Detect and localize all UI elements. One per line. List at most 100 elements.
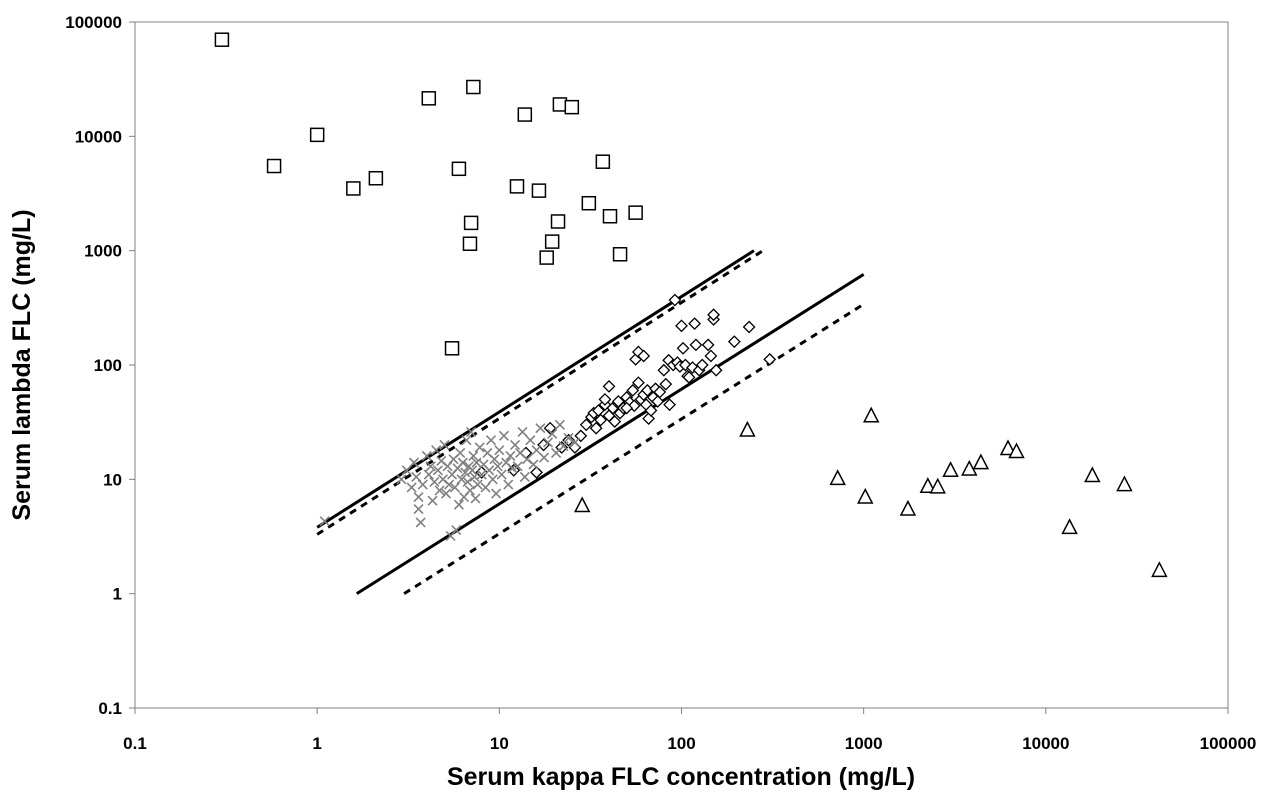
diamond-marker [653, 385, 667, 399]
cross-marker [476, 469, 487, 480]
cross-marker [442, 461, 453, 472]
diamond-marker [668, 293, 682, 307]
cross-marker [512, 461, 523, 472]
cross-marker [538, 452, 550, 463]
triangle-marker [1008, 442, 1025, 459]
triangle-marker [862, 406, 880, 423]
diamond-marker [701, 338, 715, 352]
triangle-marker [739, 420, 756, 437]
x-axis-title: Serum kappa FLC concentration (mg/L) [447, 763, 915, 791]
square-marker [368, 170, 384, 186]
triangle-marker [929, 477, 946, 494]
cross-marker [472, 479, 483, 490]
triangle-marker [961, 459, 978, 476]
data-points [214, 32, 1168, 578]
cross-marker [547, 428, 558, 439]
y-tick-label: 10000 [75, 127, 122, 146]
y-tick-label: 100000 [65, 13, 122, 32]
square-marker [552, 97, 568, 112]
cross-marker [423, 469, 434, 480]
triangle-marker [573, 496, 591, 513]
x-tick-label: 10 [490, 734, 509, 753]
cross-marker [535, 423, 546, 434]
cross-marker [492, 461, 503, 472]
cross-marker [474, 442, 485, 453]
diamond-marker [675, 319, 688, 333]
cross-marker [496, 469, 507, 480]
cross-marker [461, 435, 472, 446]
square-marker [550, 214, 566, 229]
diamond-marker [727, 335, 741, 349]
cross-marker [460, 467, 471, 478]
square-marker [509, 179, 525, 194]
cross-marker [503, 479, 514, 490]
x-tick-label: 100000 [1200, 734, 1257, 753]
cross-marker [517, 426, 528, 437]
cross-marker [466, 426, 477, 437]
cross-marker [431, 445, 442, 456]
cross-marker [522, 454, 533, 465]
square-marker [612, 247, 628, 262]
cross-marker [417, 479, 428, 490]
triangle-marker [919, 477, 937, 493]
diamond-marker [763, 352, 777, 366]
diamond-marker [742, 320, 756, 334]
x-tick-label: 0.1 [123, 734, 147, 753]
cross-marker [444, 479, 455, 490]
cross-marker [319, 516, 330, 527]
triangle-marker [856, 487, 874, 504]
diamond-marker [657, 363, 671, 377]
cross-marker [453, 499, 464, 510]
dashed-reference-line [316, 249, 764, 536]
cross-marker [469, 471, 480, 482]
diamond-marker [620, 401, 634, 415]
cross-marker [563, 432, 574, 444]
cross-marker [427, 495, 438, 506]
cross-marker [429, 476, 440, 487]
diamond-marker [709, 363, 723, 377]
cross-marker [470, 493, 481, 504]
x-tick-label: 1000 [845, 734, 883, 753]
triangle-marker [1151, 561, 1168, 578]
diamond-marker [608, 415, 622, 428]
triangle-marker [972, 453, 990, 470]
square-marker [214, 32, 230, 47]
cross-marker [451, 524, 462, 536]
diamond-marker [543, 421, 557, 435]
cross-marker [468, 450, 479, 462]
diamond-marker [530, 465, 543, 479]
square-marker [421, 91, 437, 106]
cross-marker [415, 517, 426, 528]
cross-marker [542, 437, 554, 448]
x-tick-label: 10000 [1022, 734, 1069, 753]
square-marker [309, 127, 325, 143]
diamond-marker [631, 376, 645, 390]
diamond-marker [695, 358, 709, 372]
y-tick-label: 100 [94, 356, 122, 375]
cross-marker [507, 463, 518, 474]
triangle-marker [1116, 475, 1133, 492]
cross-marker [432, 465, 443, 476]
square-marker [544, 234, 560, 249]
square-marker [581, 195, 597, 211]
cross-marker [494, 445, 505, 456]
triangle-marker [829, 469, 846, 486]
y-tick-label: 1000 [84, 242, 122, 261]
diamond-marker [602, 379, 616, 393]
cross-marker [434, 485, 445, 496]
square-marker [517, 107, 533, 122]
cross-marker [489, 454, 500, 465]
cross-marker [457, 457, 468, 468]
diamond-marker [659, 377, 673, 391]
cross-marker [498, 430, 510, 441]
diamond-marker [682, 370, 696, 384]
cross-marker [467, 465, 478, 476]
square-marker [531, 183, 547, 198]
diamond-marker [644, 404, 658, 417]
x-axis-ticks: 0.1 1 10 100 1000 10000 100000 [123, 708, 1256, 753]
cross-marker [449, 482, 460, 493]
diamond-marker [704, 349, 718, 363]
diamond-marker [663, 398, 676, 412]
cross-marker [406, 482, 417, 493]
triangle-marker [899, 499, 917, 516]
